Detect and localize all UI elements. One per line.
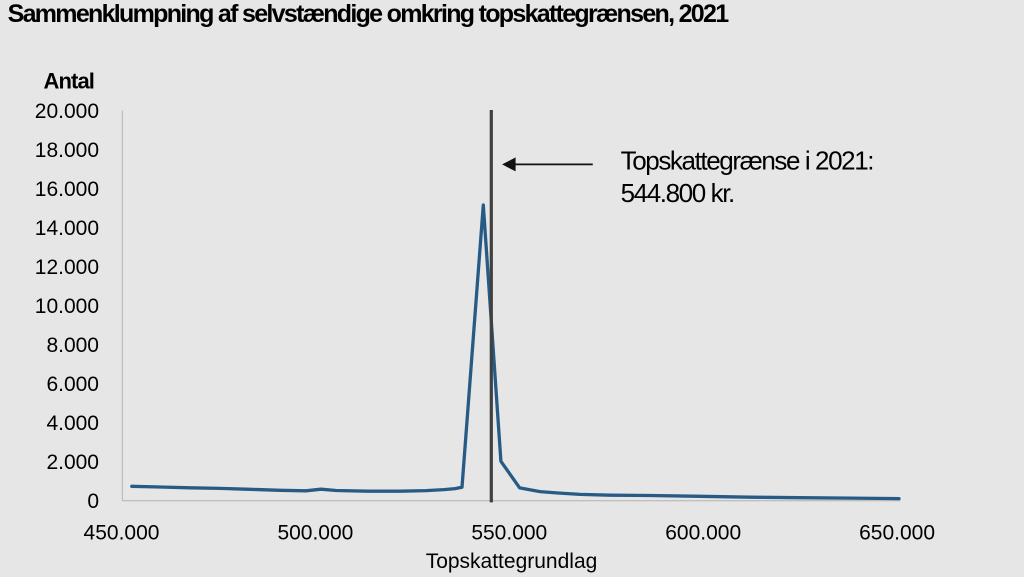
svg-text:450.000: 450.000	[84, 522, 160, 545]
svg-text:500.000: 500.000	[277, 522, 353, 545]
svg-text:Antal: Antal	[44, 69, 95, 94]
svg-text:Sammenklumpning af selvstændig: Sammenklumpning af selvstændige omkring …	[8, 0, 730, 28]
svg-text:8.000: 8.000	[46, 334, 99, 357]
svg-text:16.000: 16.000	[35, 178, 99, 201]
svg-text:600.000: 600.000	[665, 522, 741, 545]
svg-text:18.000: 18.000	[35, 139, 99, 162]
svg-text:10.000: 10.000	[35, 295, 99, 318]
svg-text:544.800 kr.: 544.800 kr.	[621, 178, 734, 208]
svg-text:14.000: 14.000	[35, 217, 99, 240]
svg-text:6.000: 6.000	[46, 373, 99, 396]
svg-text:12.000: 12.000	[35, 256, 99, 279]
svg-text:650.000: 650.000	[859, 522, 935, 545]
svg-text:4.000: 4.000	[46, 412, 99, 435]
svg-text:20.000: 20.000	[35, 100, 99, 123]
svg-text:550.000: 550.000	[471, 522, 547, 545]
svg-text:Topskattegrundlag: Topskattegrundlag	[426, 550, 598, 573]
svg-text:0: 0	[87, 490, 99, 513]
svg-text:Topskattegrænse i 2021:: Topskattegrænse i 2021:	[621, 146, 874, 176]
svg-text:2.000: 2.000	[46, 451, 99, 474]
